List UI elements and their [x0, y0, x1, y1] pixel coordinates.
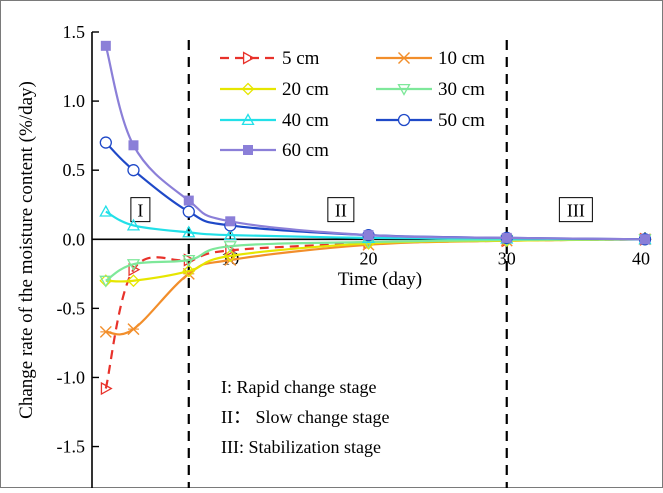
- y-tick-label: 1.5: [63, 22, 86, 42]
- stage-label-box: [130, 197, 151, 223]
- legend-item: 60 cm: [220, 140, 329, 161]
- y-axis-label: Change rate of the moisture content (%/d…: [16, 81, 37, 419]
- annotation-stage-1: I: Rapid change stage: [221, 377, 376, 397]
- data-point: [501, 232, 512, 243]
- plot-area: 1.51.00.50.0-0.5-1.0-1.510 20 30 40I II III5 …: [57, 22, 652, 488]
- data-point: [183, 195, 194, 206]
- data-point: [640, 234, 650, 245]
- data-point: [99, 275, 113, 288]
- legend-item: 50 cm: [376, 110, 485, 131]
- legend-marker: [241, 113, 255, 126]
- data-point: [127, 323, 140, 336]
- legend-label: 10 cm: [438, 48, 485, 69]
- legend-marker: [243, 145, 253, 155]
- legend-label: 20 cm: [282, 79, 329, 100]
- y-tick-label: -1.5: [57, 437, 86, 457]
- data-point: [126, 218, 141, 231]
- data-point: [182, 254, 196, 267]
- data-point: [223, 249, 237, 263]
- annotation-stage-3: III: Stabilization stage: [221, 437, 381, 457]
- series-60-cm: [100, 40, 650, 245]
- legend-label: 5 cm: [282, 48, 320, 69]
- data-point: [128, 263, 141, 277]
- data-point: [182, 205, 195, 218]
- stage-label: I: [137, 201, 143, 221]
- legend-marker: [241, 82, 255, 96]
- annotation-stage-2: II： Slow change stage: [221, 407, 389, 427]
- x-tick-label: 40: [632, 248, 650, 268]
- data-point: [126, 259, 141, 271]
- legend-marker: [398, 52, 410, 64]
- stage-label: II: [335, 201, 347, 221]
- x-axis-label: Time (day): [338, 269, 422, 290]
- y-tick-label: 0.5: [63, 160, 86, 180]
- series-line: [105, 238, 646, 282]
- data-point: [100, 381, 113, 396]
- x-tick-label: 20: [360, 248, 378, 268]
- legend-label: 30 cm: [438, 79, 485, 100]
- y-tick-label: -1.0: [57, 367, 86, 387]
- legend-item: 5 cm: [220, 48, 320, 69]
- data-point: [99, 325, 112, 338]
- stage-label-box: [327, 197, 355, 223]
- series-line: [104, 238, 646, 389]
- stage-label: III: [567, 201, 585, 221]
- legend-item: 30 cm: [376, 79, 485, 100]
- legend-item: 10 cm: [376, 48, 485, 69]
- data-point: [182, 225, 196, 238]
- legend-item: 20 cm: [220, 79, 329, 100]
- legend-item: 40 cm: [220, 110, 329, 131]
- data-point: [100, 40, 111, 51]
- y-tick-label: 1.0: [63, 91, 86, 111]
- legend-label: 60 cm: [282, 140, 329, 161]
- legend-marker: [242, 51, 255, 65]
- data-point: [225, 243, 238, 257]
- data-point: [127, 164, 140, 177]
- data-point: [99, 136, 112, 149]
- legend-marker: [397, 83, 411, 96]
- data-point: [128, 140, 139, 151]
- legend-label: 40 cm: [282, 110, 329, 131]
- data-point: [223, 241, 237, 254]
- data-point: [223, 228, 237, 241]
- data-point: [225, 216, 236, 227]
- legend-marker: [397, 113, 411, 127]
- y-tick-label: 0.0: [63, 229, 86, 249]
- data-point: [127, 274, 140, 288]
- legend: 5 cm 10 cm 20 cm 30 cm 40 cm 50 cm 60 cm: [220, 48, 485, 161]
- data-point: [99, 204, 113, 217]
- x-tick-label: 30: [498, 248, 516, 268]
- data-point: [182, 264, 196, 278]
- y-tick-label: -0.5: [57, 298, 86, 318]
- legend-label: 50 cm: [438, 110, 485, 131]
- stage-label-box: [558, 197, 593, 223]
- data-point: [363, 230, 374, 241]
